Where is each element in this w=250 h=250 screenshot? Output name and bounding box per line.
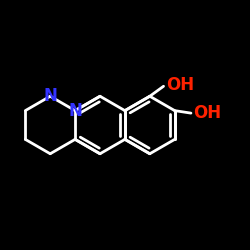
Text: N: N (43, 87, 57, 105)
Text: OH: OH (166, 76, 194, 94)
Text: OH: OH (194, 104, 222, 122)
Text: N: N (68, 102, 82, 120)
